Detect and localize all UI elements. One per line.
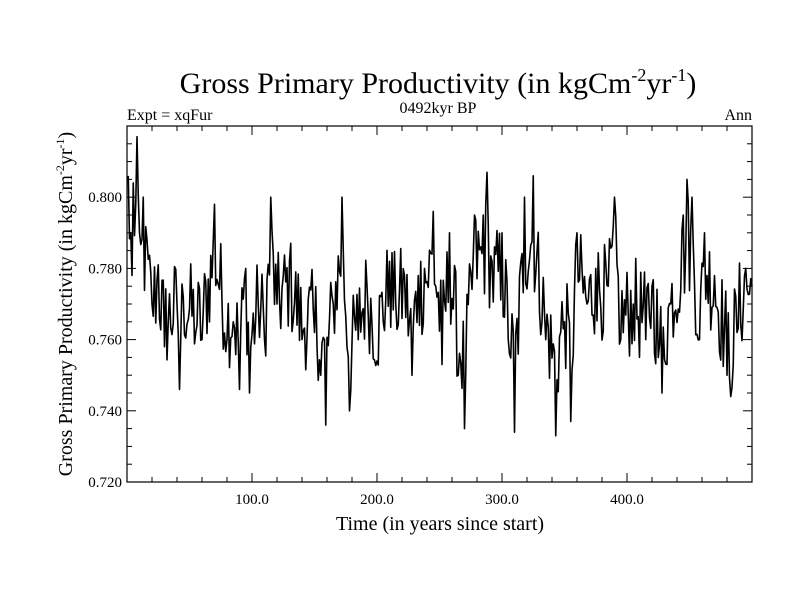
y-tick-label: 0.720 xyxy=(88,475,122,491)
y-tick-label: 0.780 xyxy=(88,261,122,277)
x-tick-label: 300.0 xyxy=(485,492,519,508)
y-tick-label: 0.740 xyxy=(88,404,122,420)
axis-ticks xyxy=(126,125,753,483)
x-tick-label: 100.0 xyxy=(235,492,269,508)
chart-title: Gross Primary Productivity (in kgCm-2yr-… xyxy=(180,65,697,100)
y-axis-label: Gross Primary Productivity (in kgCm-2yr-… xyxy=(53,132,77,476)
y-tick-labels: 0.720 0.740 0.760 0.780 0.800 xyxy=(88,190,122,491)
x-tick-label: 200.0 xyxy=(360,492,394,508)
experiment-label: Expt = xqFur xyxy=(127,107,213,124)
y-tick-label: 0.760 xyxy=(88,333,122,349)
series-line xyxy=(127,135,753,437)
x-tick-label: 400.0 xyxy=(610,492,644,508)
x-tick-labels: 100.0 200.0 300.0 400.0 xyxy=(235,492,644,508)
period-label: 0492kyr BP xyxy=(400,100,477,117)
x-axis-label: Time (in years since start) xyxy=(336,513,544,535)
y-tick-label: 0.800 xyxy=(88,190,122,206)
season-label: Ann xyxy=(724,107,752,124)
